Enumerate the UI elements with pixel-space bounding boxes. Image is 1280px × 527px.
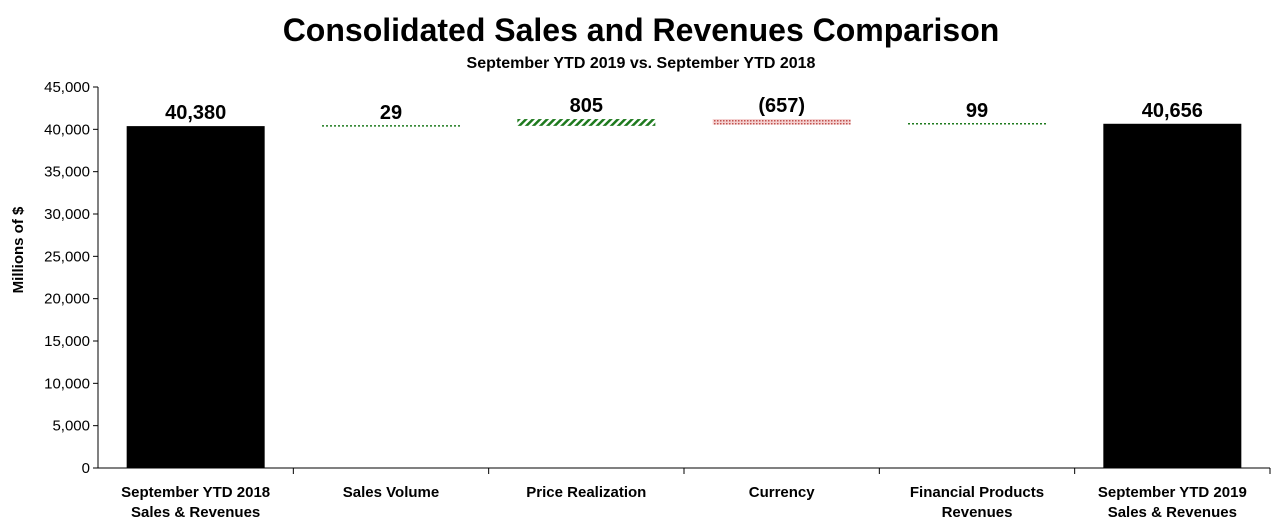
y-axis-label: Millions of $ bbox=[10, 206, 27, 293]
chart-subtitle: September YTD 2019 vs. September YTD 201… bbox=[467, 55, 816, 72]
x-tick-label: Financial Products bbox=[910, 484, 1044, 501]
data-label: (657) bbox=[758, 95, 805, 117]
y-tick-label: 10,000 bbox=[44, 375, 90, 392]
data-label: 99 bbox=[966, 100, 988, 122]
bar bbox=[517, 119, 656, 126]
y-tick-label: 25,000 bbox=[44, 248, 90, 265]
y-tick-label: 30,000 bbox=[44, 206, 90, 223]
y-tick-label: 45,000 bbox=[44, 79, 90, 96]
y-tick-label: 15,000 bbox=[44, 333, 90, 350]
x-tick-label: September YTD 2018 bbox=[121, 484, 270, 501]
y-tick-label: 0 bbox=[82, 460, 90, 477]
chart-title: Consolidated Sales and Revenues Comparis… bbox=[283, 12, 1000, 48]
bar bbox=[712, 119, 851, 125]
x-tick-label: Sales Volume bbox=[343, 484, 439, 501]
x-tick-label: Sales & Revenues bbox=[1108, 504, 1237, 521]
x-tick-label: Currency bbox=[749, 484, 816, 501]
data-label: 805 bbox=[570, 95, 603, 117]
y-tick-label: 5,000 bbox=[52, 418, 90, 435]
x-tick-label: Sales & Revenues bbox=[131, 504, 260, 521]
data-label: 40,380 bbox=[165, 102, 226, 124]
data-label: 29 bbox=[380, 102, 402, 124]
x-tick-label: Price Realization bbox=[526, 484, 646, 501]
bar bbox=[1103, 123, 1242, 468]
x-tick-label: Revenues bbox=[942, 504, 1013, 521]
bar bbox=[126, 126, 265, 468]
y-tick-label: 20,000 bbox=[44, 291, 90, 308]
y-tick-label: 35,000 bbox=[44, 164, 90, 181]
y-tick-label: 40,000 bbox=[44, 121, 90, 138]
x-tick-label: September YTD 2019 bbox=[1098, 484, 1247, 501]
data-label: 40,656 bbox=[1142, 100, 1203, 122]
